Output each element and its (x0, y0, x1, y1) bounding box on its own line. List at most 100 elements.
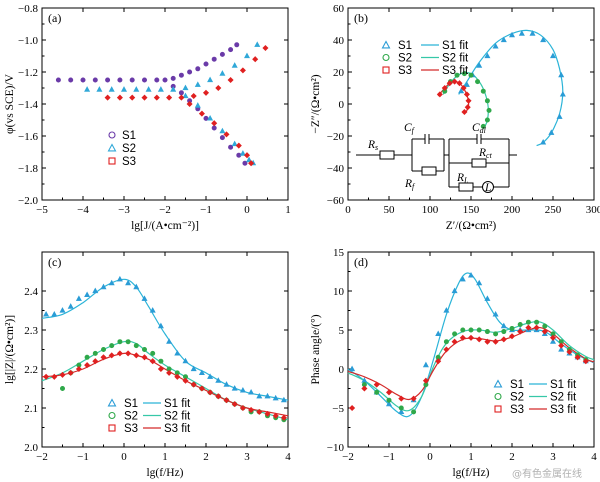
data-point (195, 82, 200, 87)
chart-panel-a: −5 −4 −3 −2 −1 0 1−2.0−1.8−1.6−1.4−1.2−1.0−0.8… (4, 3, 291, 232)
x-tick-label: 2 (203, 451, 209, 463)
data-point (485, 329, 489, 333)
x-tick-label: 250 (545, 204, 562, 216)
y-tick-label: −10 (327, 442, 345, 454)
data-point (464, 92, 469, 97)
x-tick-label: −1 (77, 451, 89, 463)
data-point (118, 340, 122, 344)
data-point (44, 312, 49, 317)
watermark: @有色金属在线 (512, 467, 582, 480)
label-rct: Rct (478, 147, 493, 160)
legend-marker-s3 (495, 406, 501, 412)
legend-label-s2: S2 (124, 411, 138, 423)
data-point (469, 73, 473, 77)
x-tick-label: 0 (121, 451, 127, 463)
x-tick-label: 3 (244, 451, 250, 463)
legend-label-s3: S3 (122, 156, 136, 168)
y-axis-label: Phase angle/(°) (310, 314, 322, 384)
data-point (485, 99, 489, 103)
data-point (220, 128, 225, 133)
chart-panel-c: −2 −1 0 1 2 3 42.02.12.22.32.4(c)lg(f/Hz)lg[|Z… (4, 252, 291, 479)
data-point (375, 390, 379, 394)
data-point (208, 390, 213, 395)
x-tick-label: 0 (244, 204, 250, 216)
data-point (560, 92, 565, 97)
y-tick-label: 15 (333, 247, 345, 259)
data-point (196, 67, 200, 71)
resistor-rs (380, 151, 394, 159)
data-point (493, 332, 497, 336)
x-tick-label: 150 (463, 204, 480, 216)
x-tick-label: 100 (422, 204, 439, 216)
data-point (154, 95, 159, 100)
x-tick-label: 4 (285, 451, 291, 463)
legend-label-s2-fit: S2 fit (164, 411, 191, 423)
x-tick-label: 50 (384, 204, 396, 216)
data-point (203, 90, 208, 95)
legend-marker-s2 (383, 55, 389, 61)
y-tick-label: 40 (333, 35, 345, 47)
data-point (142, 355, 147, 360)
x-tick-label: −2 (159, 204, 171, 216)
y-tick-label: −0.8 (18, 3, 38, 15)
data-point (362, 386, 367, 391)
legend-marker-s2 (495, 394, 501, 400)
label-l: L (484, 182, 491, 194)
y-tick-label: 2.3 (24, 325, 38, 337)
data-point (179, 95, 184, 100)
x-tick-label: 1 (162, 451, 168, 463)
x-tick-label: 0 (345, 204, 351, 216)
legend: S1S2S3 S1 fitS2 fitS3 fit (109, 398, 192, 435)
data-point (245, 53, 250, 58)
data-point (117, 351, 122, 356)
panel-label: (c) (48, 255, 61, 269)
data-point (191, 366, 196, 371)
legend-marker-s1 (383, 42, 390, 48)
data-point (399, 396, 404, 401)
legend-label-s3: S3 (124, 423, 138, 435)
data-point (126, 340, 130, 344)
legend-label-s2-fit: S2 fit (550, 392, 577, 404)
data-point (220, 52, 224, 56)
legend-marker-s3 (383, 67, 389, 73)
data-point (117, 95, 122, 100)
data-point (208, 77, 213, 82)
data-point (101, 347, 105, 351)
legend-marker-s3 (109, 158, 115, 164)
x-tick-label: −4 (77, 204, 89, 216)
data-point (142, 78, 146, 82)
data-point (68, 370, 73, 375)
data-point (212, 126, 216, 130)
data-point (518, 322, 522, 326)
label-rl: RL (456, 172, 469, 185)
legend: S1S2S3 S1 fitS2 fitS3 fit (383, 40, 470, 77)
y-tick-label: −1.4 (18, 99, 38, 111)
y-axis-label: φ(vs SCE)/V (4, 73, 16, 134)
y-tick-label: 2.1 (24, 403, 38, 415)
data-point (220, 135, 224, 139)
data-point (204, 62, 208, 66)
legend-label-s3-fit: S3 fit (164, 423, 191, 435)
data-point (93, 351, 97, 355)
x-tick-label: 3 (550, 451, 556, 463)
data-point (526, 320, 530, 324)
data-point (559, 72, 564, 77)
y-tick-label: −1.6 (18, 131, 38, 143)
data-point (452, 339, 457, 344)
data-point (220, 71, 225, 76)
legend-label-s1: S1 (398, 40, 412, 52)
legend-marker-s1 (109, 400, 116, 406)
y-tick-label: 20 (333, 67, 345, 79)
figure-canvas: −5 −4 −3 −2 −1 0 1−2.0−1.8−1.6−1.4−1.2−1.0−0.8… (0, 0, 600, 482)
resistor-rct (472, 159, 486, 167)
legend: S1S2S3 (109, 130, 137, 168)
data-point (167, 370, 172, 375)
x-tick-label: 300 (586, 204, 600, 216)
legend-label-s2-fit: S2 fit (442, 53, 469, 65)
data-point (557, 114, 562, 119)
data-point (212, 57, 216, 61)
data-point (142, 347, 146, 351)
data-point (105, 95, 110, 100)
x-tick-label: 200 (504, 204, 521, 216)
x-axis-label: lg[J/(A•cm⁻²)] (131, 220, 199, 232)
